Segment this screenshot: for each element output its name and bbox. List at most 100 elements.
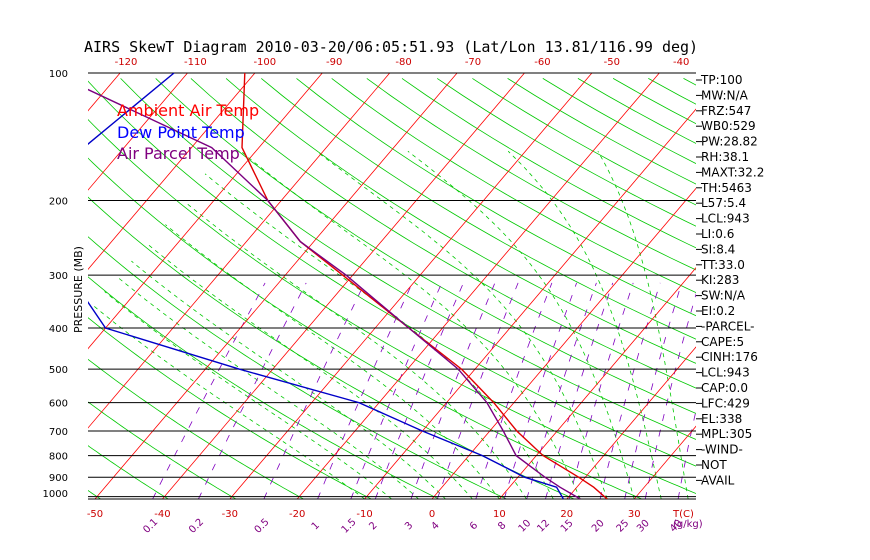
stability-index: LFC:429	[701, 396, 750, 410]
mixing-ratio-tick-label: 6	[468, 520, 480, 532]
bottom-temp-tick-label: 10	[493, 509, 506, 520]
pressure-tick-label: 200	[49, 197, 68, 208]
chart-title: AIRS SkewT Diagram 2010-03-20/06:05:51.9…	[84, 38, 698, 56]
dry-adiabat	[88, 157, 642, 499]
isotherm	[633, 425, 696, 499]
mixing-ratio-line	[526, 282, 597, 499]
mixing-ratio-line	[599, 282, 661, 499]
temp-axis-label: T(C)	[672, 509, 694, 520]
pressure-tick-label: 600	[49, 399, 68, 410]
pressure-tick-label: 1000	[43, 489, 68, 500]
dry-adiabat	[648, 78, 696, 105]
dry-adiabat	[261, 78, 696, 340]
dry-adiabat	[88, 358, 304, 499]
bottom-temp-tick-label: -50	[87, 509, 103, 520]
moist-adiabat	[204, 173, 554, 499]
isotherm	[364, 108, 696, 499]
mixing-ratio-unit-label: (g/kg)	[673, 519, 703, 530]
dry-adiabat	[190, 78, 696, 389]
mixing-ratio-line	[644, 292, 696, 499]
pressure-tick-label: 700	[49, 427, 68, 438]
stability-index: MW:N/A	[701, 88, 749, 102]
mixing-ratio-line	[374, 282, 464, 499]
stability-index: CAPE:5	[701, 335, 744, 349]
stability-index: FRZ:547	[701, 104, 751, 118]
dry-adiabat	[88, 317, 372, 499]
stability-index: MAXT:32.2	[701, 165, 764, 179]
dry-adiabat	[88, 80, 696, 467]
pressure-tick-label: 100	[49, 69, 68, 80]
stability-index: NOT	[701, 458, 727, 472]
moist-adiabat	[146, 243, 473, 499]
mixing-ratio-line	[152, 282, 266, 499]
legend-air-parcel-temp: Air Parcel Temp	[117, 144, 240, 163]
moist-adiabat	[507, 150, 662, 499]
isotherm	[88, 73, 323, 350]
stability-index: CINH:176	[701, 350, 758, 364]
mixing-ratio-tick-label: 15	[559, 518, 576, 535]
mixing-ratio-tick-label: 25	[615, 518, 632, 535]
dry-adiabat	[88, 401, 237, 499]
top-temp-tick-label: -80	[395, 57, 411, 68]
dry-adiabat	[155, 78, 696, 414]
mixing-ratio-tick-label: 0.5	[253, 517, 272, 536]
stability-index: AVAIL	[701, 473, 735, 487]
stability-index: MPL:305	[701, 427, 752, 441]
bottom-temp-tick-label: -10	[356, 509, 372, 520]
top-temp-tick-label: -50	[604, 57, 620, 68]
top-temp-tick-label: -100	[253, 57, 276, 68]
bottom-temp-tick-label: -20	[289, 509, 305, 520]
stability-index: WB0:529	[701, 119, 756, 133]
dew-point-temp-line	[88, 73, 565, 499]
moist-adiabat	[240, 150, 581, 499]
mixing-ratio-line	[624, 282, 682, 499]
dry-adiabat	[296, 78, 696, 317]
top-temp-tick-label: -110	[184, 57, 207, 68]
pressure-tick-label: 500	[49, 365, 68, 376]
dry-adiabat	[472, 78, 696, 206]
stability-index: LCL:943	[701, 212, 750, 226]
legend-dew-point-temp: Dew Point Temp	[117, 123, 245, 142]
mixing-ratio-tick-label: 4	[429, 520, 441, 532]
dry-adiabat	[331, 78, 696, 293]
dry-adiabat	[88, 196, 575, 499]
stability-index: EL:338	[701, 412, 742, 426]
isotherm	[162, 73, 525, 499]
stability-index: -WIND-	[701, 443, 743, 457]
legend-ambient-air-temp: Ambient Air Temp	[117, 101, 259, 120]
isotherm	[0, 73, 53, 499]
mixing-ratio-tick-label: 30	[635, 518, 652, 535]
isotherm	[296, 73, 660, 499]
mixing-ratio-line	[198, 282, 307, 499]
top-temp-tick-label: -70	[465, 57, 481, 68]
dry-adiabat	[88, 118, 696, 494]
moist-adiabat	[186, 202, 527, 499]
mixing-ratio-line	[677, 408, 696, 499]
mixing-ratio-line	[350, 282, 443, 499]
bottom-temp-tick-label: -30	[222, 509, 238, 520]
top-temp-tick-label: -60	[534, 57, 550, 68]
bottom-temp-tick-label: -40	[154, 509, 170, 520]
isotherm	[431, 187, 696, 499]
air-parcel-temp-line	[88, 88, 581, 499]
mixing-ratio-tick-label: 3	[403, 520, 415, 532]
bottom-temp-tick-label: 30	[628, 509, 641, 520]
stability-index: TT:33.0	[700, 258, 745, 272]
mixing-ratio-tick-label: 12	[535, 518, 552, 535]
stability-index: RH:38.1	[701, 150, 749, 164]
mixing-ratio-tick-label: 8	[496, 520, 508, 532]
stability-index: CAP:0.0	[701, 381, 748, 395]
pressure-tick-label: 900	[49, 473, 68, 484]
dry-adiabat	[120, 78, 696, 440]
dry-adiabat	[88, 445, 169, 499]
top-temp-tick-label: -40	[673, 57, 689, 68]
stability-index: EI:0.2	[701, 304, 735, 318]
stability-index: L57:5.4	[701, 196, 746, 210]
stability-index: PW:28.82	[701, 135, 758, 149]
mixing-ratio-line	[475, 282, 553, 499]
pressure-tick-label: 400	[49, 324, 68, 335]
pressure-tick-label: 800	[49, 452, 68, 463]
mixing-ratio-line	[263, 282, 365, 499]
dry-adiabat	[401, 78, 696, 249]
stability-index: LCL:943	[701, 366, 750, 380]
